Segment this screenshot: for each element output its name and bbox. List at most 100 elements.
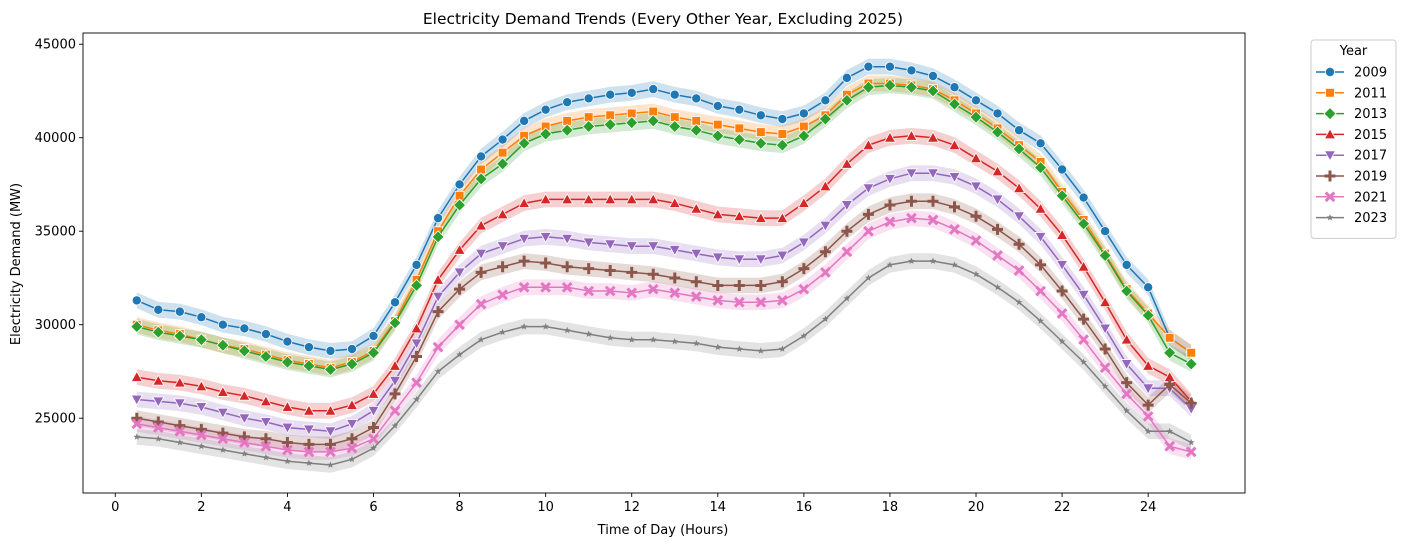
data-point-2017 (173, 398, 187, 410)
data-point-2023 (197, 442, 205, 450)
data-point-2023 (1144, 427, 1152, 435)
data-point-2021 (1185, 446, 1197, 458)
data-point-2019 (776, 276, 788, 288)
data-point-2019 (733, 279, 745, 291)
data-point-2023 (1166, 427, 1174, 435)
data-point-2013 (754, 136, 768, 150)
legend: Year 2009 2011 2013 2015 2017 2019 2021 2023 (1310, 39, 1397, 239)
data-point-2023 (800, 332, 808, 339)
legend-marker (1325, 88, 1335, 98)
data-point-2017 (625, 241, 638, 253)
data-point-2015 (496, 208, 509, 220)
data-point-2009 (540, 104, 551, 115)
data-point-2013 (883, 78, 897, 92)
data-point-2019 (411, 350, 423, 362)
data-point-2021 (949, 223, 960, 235)
data-point-2013 (603, 118, 617, 132)
data-point-2023 (154, 435, 162, 442)
confidence-band-2023 (136, 253, 1192, 473)
data-point-2019 (755, 279, 767, 291)
data-point-2013 (1077, 217, 1091, 231)
data-point-2017 (345, 419, 359, 431)
data-point-2009 (906, 65, 917, 76)
data-point-2011 (1164, 332, 1175, 343)
data-point-2023 (628, 336, 636, 343)
data-point-2017 (302, 424, 316, 436)
data-point-2023 (391, 422, 399, 429)
data-point-2019 (1056, 285, 1068, 297)
data-point-2013 (1163, 346, 1177, 360)
data-point-2017 (517, 233, 531, 246)
data-point-2021 (195, 429, 207, 441)
series-2023 (133, 257, 1195, 468)
data-point-2009 (260, 329, 271, 340)
data-point-2021 (561, 281, 573, 293)
confidence-band-2015 (136, 128, 1192, 419)
data-point-2015 (195, 380, 208, 392)
data-point-2021 (260, 440, 272, 452)
data-point-2021 (755, 296, 767, 308)
legend-label: 2009 (1354, 66, 1387, 81)
series-line-2023 (136, 260, 1192, 466)
data-point-2019 (1185, 397, 1197, 409)
data-point-2023 (219, 446, 227, 453)
data-point-2021 (1164, 440, 1176, 452)
data-point-2023 (735, 345, 743, 352)
data-point-2017 (539, 232, 552, 244)
data-point-2013 (280, 355, 294, 369)
data-point-2021 (733, 296, 745, 308)
data-point-2015 (754, 211, 768, 223)
x-tick-label: 24 (1140, 500, 1157, 515)
x-tick-label: 12 (623, 500, 640, 515)
x-tick-label: 20 (968, 500, 985, 515)
data-point-2009 (777, 114, 788, 125)
data-point-2019 (798, 263, 810, 275)
data-point-2019 (1142, 399, 1154, 411)
data-point-2013 (1120, 284, 1134, 298)
data-point-2015 (173, 376, 187, 388)
data-point-2013 (1034, 161, 1048, 175)
legend-label: 2019 (1354, 170, 1387, 185)
data-point-2017 (1055, 260, 1069, 272)
data-point-2019 (561, 261, 573, 273)
data-point-2015 (302, 404, 316, 416)
data-point-2015 (1034, 202, 1047, 214)
data-point-2021 (626, 287, 638, 299)
y-axis-title: Electricity Demand (MW) (9, 183, 24, 345)
data-point-2021 (1078, 334, 1089, 346)
legend-label: 2017 (1354, 149, 1387, 164)
data-point-2019 (604, 264, 616, 276)
data-point-2015 (582, 193, 595, 205)
data-point-2023 (176, 438, 184, 446)
data-point-2009 (476, 151, 487, 162)
data-point-2009 (519, 115, 530, 126)
data-point-2013 (453, 198, 467, 212)
data-point-2023 (908, 257, 915, 264)
data-point-2013 (194, 333, 208, 347)
data-point-2017 (496, 241, 509, 253)
data-point-2019 (454, 283, 466, 295)
data-point-2017 (216, 407, 230, 419)
data-point-2021 (776, 295, 788, 306)
data-point-2021 (1121, 388, 1133, 400)
data-point-2015 (797, 196, 811, 208)
data-point-2021 (970, 235, 982, 246)
legend-marker (1323, 150, 1337, 162)
data-point-2009 (411, 259, 422, 270)
data-point-2009 (239, 323, 250, 334)
series-2013 (130, 78, 1198, 377)
series-line-2017 (136, 172, 1192, 433)
data-point-2009 (1121, 259, 1132, 270)
data-point-2023 (348, 455, 356, 463)
data-point-2009 (131, 295, 142, 306)
data-point-2019 (1078, 313, 1090, 325)
data-point-2009 (368, 330, 379, 341)
data-point-2015 (410, 322, 423, 334)
data-point-2009 (433, 213, 444, 224)
data-point-2015 (474, 219, 488, 231)
x-tick-label: 14 (710, 500, 727, 515)
legend-label: 2023 (1354, 211, 1387, 226)
data-point-2019 (260, 433, 272, 445)
series-2021 (131, 212, 1197, 458)
data-point-2023 (606, 334, 614, 341)
